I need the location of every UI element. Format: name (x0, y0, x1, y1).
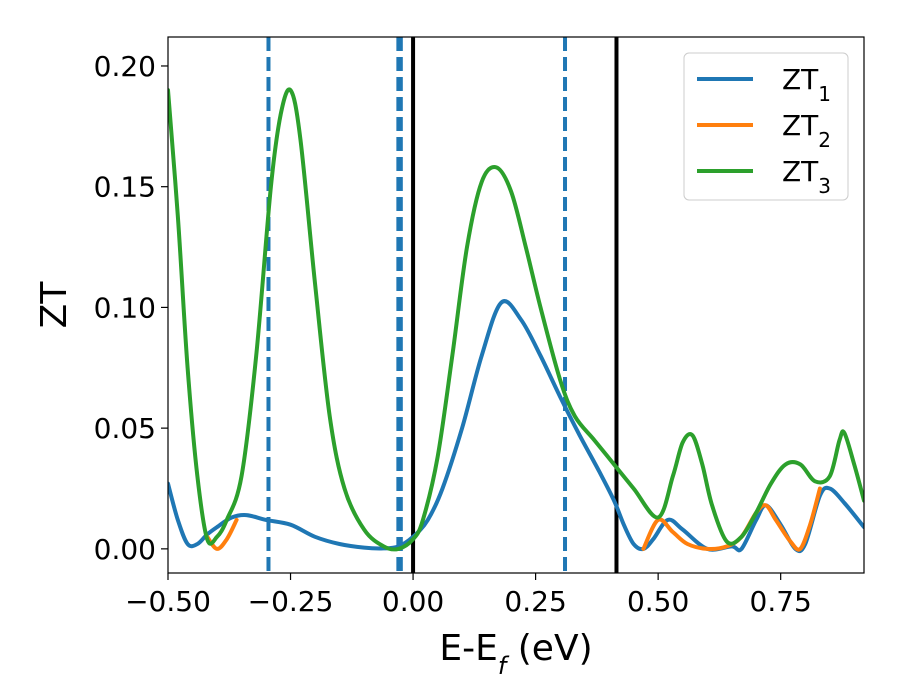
x-tick-label: 0.25 (504, 585, 566, 618)
series-line-zt1 (168, 299, 864, 554)
y-axis-label: ZT (34, 281, 75, 329)
legend-label-zt2: ZT2 (782, 109, 831, 152)
y-tick-label: 0.00 (94, 533, 156, 566)
series-lines (168, 87, 864, 554)
y-axis: 0.00 0.05 0.10 0.15 0.20 (94, 50, 168, 566)
x-axis-label: E-Ef (eV) (439, 628, 592, 680)
y-tick-label: 0.15 (94, 171, 156, 204)
y-tick-label: 0.20 (94, 50, 156, 83)
series-line-zt3 (168, 87, 864, 552)
x-axis: −0.50 −0.25 0.00 0.25 0.50 0.75 (125, 573, 812, 618)
y-tick-label: 0.10 (94, 291, 156, 324)
x-tick-label: 0.00 (382, 585, 444, 618)
legend-label-zt1: ZT1 (782, 63, 831, 106)
reference-lines (266, 37, 619, 573)
legend-box (683, 52, 849, 201)
x-tick-label: 0.75 (750, 585, 812, 618)
y-tick-label: 0.05 (94, 412, 156, 445)
x-tick-label: 0.50 (627, 585, 689, 618)
plot-frame (167, 36, 865, 574)
legend-label-zt3: ZT3 (782, 155, 831, 198)
x-tick-label: −0.25 (248, 585, 334, 618)
x-tick-label: −0.50 (125, 585, 211, 618)
